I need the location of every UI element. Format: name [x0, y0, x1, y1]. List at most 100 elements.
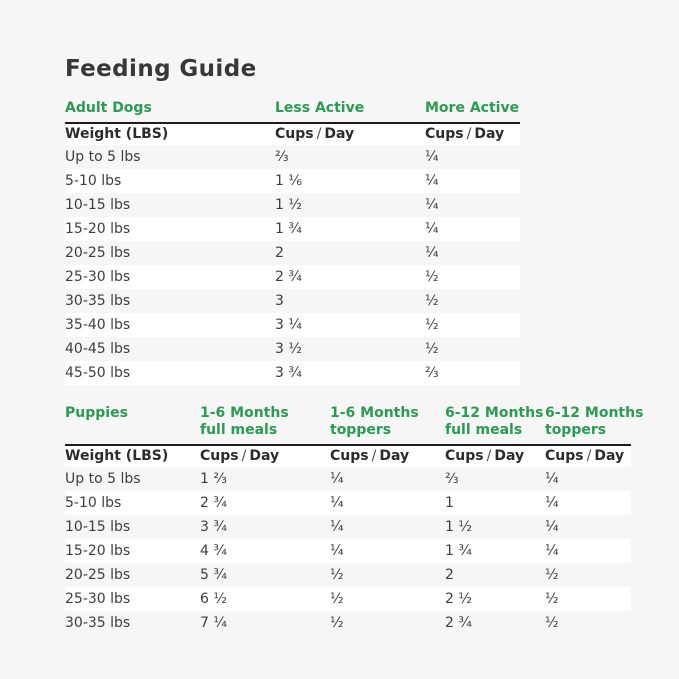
- weight-cell: 20-25 lbs: [65, 567, 131, 583]
- cups-label: Cups: [545, 448, 584, 464]
- table-row: 30-35 lbs 3 ½: [65, 289, 520, 313]
- puppy-column-header-row: Weight (LBS) Cups / Day Cups / Day Cups / Day …: [65, 444, 631, 467]
- full-meals-1-6-value-cell: 5 ¾: [200, 567, 227, 583]
- less-active-value-cell: 3 ¼: [275, 317, 302, 333]
- more-active-value-cell: ¼: [425, 197, 439, 213]
- weight-cell: 45-50 lbs: [65, 365, 131, 381]
- more-active-value-cell: ½: [425, 317, 439, 333]
- cups-label: Cups: [330, 448, 369, 464]
- weight-cell: 25-30 lbs: [65, 591, 131, 607]
- header-line-1: 1-6 Months: [330, 405, 419, 421]
- less-active-value-cell: 1 ¾: [275, 221, 302, 237]
- table-row: 5-10 lbs 1 ⅙ ¼: [65, 169, 520, 193]
- header-line-2: full meals: [200, 422, 278, 438]
- table-row: 30-35 lbs 7 ¼ ½ 2 ¾ ½: [65, 611, 631, 635]
- slash-separator: /: [316, 126, 322, 142]
- weight-cell: 10-15 lbs: [65, 519, 131, 535]
- toppers-6-12-value-cell: ½: [545, 615, 559, 631]
- full-meals-1-6-value-cell: 7 ¼: [200, 615, 227, 631]
- more-active-value-cell: ¼: [425, 221, 439, 237]
- table-row: 10-15 lbs 3 ¾ ¼ 1 ½ ¼: [65, 515, 631, 539]
- cups-label: Cups: [275, 126, 314, 142]
- full-meals-6-12-value-cell: 1 ¾: [445, 543, 472, 559]
- slash-separator: /: [371, 448, 377, 464]
- weight-header: Weight (LBS): [65, 126, 169, 142]
- full-meals-1-6-value-cell: 1 ⅔: [200, 471, 227, 487]
- weight-cell: 30-35 lbs: [65, 293, 131, 309]
- toppers-1-6-value-cell: ½: [330, 567, 344, 583]
- toppers-6-12-value-cell: ¼: [545, 471, 559, 487]
- puppy-col-1-6-full-meals: 1-6 Months full meals: [200, 405, 330, 439]
- slash-separator: /: [466, 126, 472, 142]
- less-active-value-cell: 3 ½: [275, 341, 302, 357]
- full-meals-6-12-value-cell: ⅔: [445, 471, 459, 487]
- slash-separator: /: [486, 448, 492, 464]
- adult-column-header-row: Weight (LBS) Cups / Day Cups / Day: [65, 122, 520, 145]
- adult-col-more-active: More Active: [425, 100, 520, 116]
- puppy-section-label: Puppies: [65, 405, 128, 421]
- full-meals-6-12-value-cell: 1: [445, 495, 454, 511]
- toppers-1-6-value-cell: ¼: [330, 519, 344, 535]
- more-active-value-cell: ¼: [425, 245, 439, 261]
- header-line-1: 6-12 Months: [445, 405, 544, 421]
- cups-day-header: Cups / Day: [545, 446, 631, 467]
- table-row: 20-25 lbs 5 ¾ ½ 2 ½: [65, 563, 631, 587]
- puppy-table-rows: Up to 5 lbs 1 ⅔ ¼ ⅔ ¼ 5-10 lbs 2 ¾ ¼ 1 ¼…: [65, 467, 631, 635]
- slash-separator: /: [241, 448, 247, 464]
- table-row: 10-15 lbs 1 ½ ¼: [65, 193, 520, 217]
- page-title: Feeding Guide: [65, 56, 257, 82]
- weight-cell: 5-10 lbs: [65, 173, 122, 189]
- toppers-6-12-value-cell: ¼: [545, 495, 559, 511]
- day-label: Day: [379, 448, 410, 464]
- header-line-2: full meals: [445, 422, 523, 438]
- cups-label: Cups: [425, 126, 464, 142]
- weight-cell: Up to 5 lbs: [65, 471, 141, 487]
- puppy-col-6-12-toppers: 6-12 Months toppers: [545, 405, 643, 439]
- toppers-1-6-value-cell: ½: [330, 591, 344, 607]
- toppers-1-6-value-cell: ¼: [330, 543, 344, 559]
- table-row: 25-30 lbs 6 ½ ½ 2 ½ ½: [65, 587, 631, 611]
- cups-day-header: Cups / Day: [445, 446, 545, 467]
- day-label: Day: [324, 126, 355, 142]
- day-label: Day: [249, 448, 280, 464]
- full-meals-1-6-value-cell: 6 ½: [200, 591, 227, 607]
- toppers-1-6-value-cell: ¼: [330, 495, 344, 511]
- day-label: Day: [474, 126, 505, 142]
- cups-day-header: Cups / Day: [425, 124, 520, 145]
- more-active-value-cell: ½: [425, 269, 439, 285]
- full-meals-6-12-value-cell: 2 ¾: [445, 615, 472, 631]
- puppy-col-1-6-toppers: 1-6 Months toppers: [330, 405, 445, 439]
- table-row: 15-20 lbs 1 ¾ ¼: [65, 217, 520, 241]
- header-line-2: toppers: [330, 422, 392, 438]
- toppers-1-6-value-cell: ½: [330, 615, 344, 631]
- full-meals-1-6-value-cell: 2 ¾: [200, 495, 227, 511]
- adult-table-rows: Up to 5 lbs ⅔ ¼ 5-10 lbs 1 ⅙ ¼ 10-15 lbs…: [65, 145, 520, 385]
- less-active-value-cell: 3: [275, 293, 284, 309]
- less-active-value-cell: 1 ½: [275, 197, 302, 213]
- weight-cell: 5-10 lbs: [65, 495, 122, 511]
- adult-dogs-table: Adult Dogs Less Active More Active Weigh…: [65, 100, 520, 385]
- puppy-section-header-row: Puppies 1-6 Months full meals 1-6 Months…: [65, 405, 643, 439]
- weight-cell: 15-20 lbs: [65, 543, 131, 559]
- puppies-table: Puppies 1-6 Months full meals 1-6 Months…: [65, 405, 643, 635]
- adult-section-label: Adult Dogs: [65, 100, 152, 116]
- full-meals-1-6-value-cell: 3 ¾: [200, 519, 227, 535]
- cups-day-header: Cups / Day: [200, 446, 330, 467]
- more-active-value-cell: ¼: [425, 173, 439, 189]
- cups-label: Cups: [200, 448, 239, 464]
- toppers-6-12-value-cell: ¼: [545, 519, 559, 535]
- weight-cell: 10-15 lbs: [65, 197, 131, 213]
- weight-cell: 35-40 lbs: [65, 317, 131, 333]
- table-row: 15-20 lbs 4 ¾ ¼ 1 ¾ ¼: [65, 539, 631, 563]
- table-row: 25-30 lbs 2 ¾ ½: [65, 265, 520, 289]
- full-meals-6-12-value-cell: 2 ½: [445, 591, 472, 607]
- less-active-value-cell: 2 ¾: [275, 269, 302, 285]
- header-line-2: toppers: [545, 422, 607, 438]
- adult-col-less-active: Less Active: [275, 100, 365, 116]
- more-active-value-cell: ¼: [425, 149, 439, 165]
- day-label: Day: [494, 448, 525, 464]
- less-active-value-cell: 1 ⅙: [275, 173, 302, 189]
- full-meals-6-12-value-cell: 1 ½: [445, 519, 472, 535]
- cups-day-header: Cups / Day: [330, 446, 445, 467]
